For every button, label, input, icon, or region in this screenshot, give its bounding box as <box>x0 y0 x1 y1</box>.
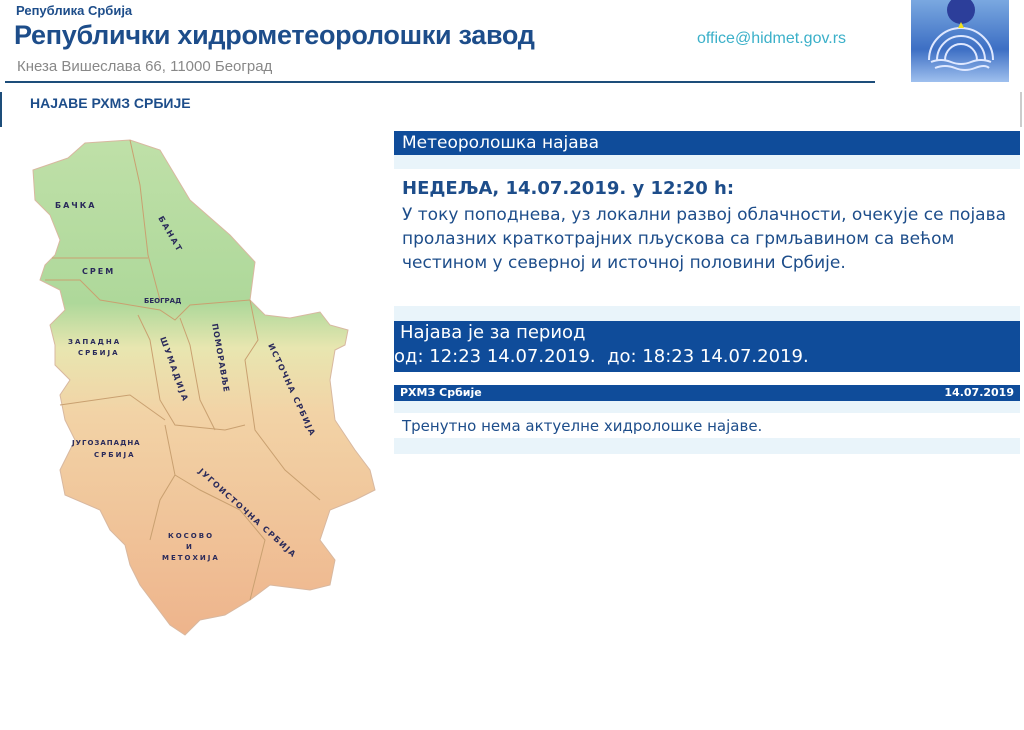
spacer <box>394 438 1020 454</box>
spacer <box>394 401 1020 413</box>
forecast-title: НЕДЕЉА, 14.07.2019. у 12:20 h: <box>402 178 735 199</box>
hydro-text: Тренутно нема актуелне хидролошке најаве… <box>402 417 763 435</box>
region-label-backa: БАЧКА <box>55 201 96 210</box>
period-label: Најава је за период <box>400 322 586 343</box>
region-label-jugozapadna-srbija: СРБИЈА <box>94 451 135 459</box>
serbia-regions-map[interactable]: БАЧКА БАНАТ СРЕМ БЕОГРАД ЗАПАДНА СРБИЈА … <box>0 0 390 650</box>
region-label-srem: СРЕМ <box>82 267 115 276</box>
section-title: НАЈАВЕ РХМЗ СРБИЈЕ <box>30 95 191 111</box>
region-label-metohija: МЕТОХИЈА <box>162 554 220 562</box>
scrollbar[interactable] <box>1020 92 1022 127</box>
region-borders <box>45 139 321 601</box>
logo[interactable] <box>911 0 1009 82</box>
serbia-outline <box>32 139 376 636</box>
spacer <box>394 306 1020 321</box>
email-link[interactable]: office@hidmet.gov.rs <box>697 30 847 47</box>
region-label-kosovo: КОСОВО <box>168 532 214 540</box>
region-label-jugozapadna: ЈУГОЗАПАДНА <box>71 439 141 447</box>
logo-icon <box>928 0 994 71</box>
republic-label: Република Србија <box>16 3 133 18</box>
spacer <box>394 155 1020 169</box>
institute-title[interactable]: Републички хидрометеоролошки завод <box>14 20 535 50</box>
left-border <box>0 92 2 127</box>
region-label-zapadna: ЗАПАДНА <box>68 338 121 346</box>
region-label-i: И <box>186 543 194 551</box>
hydro-bar: РХМЗ Србије 14.07.2019 <box>394 385 1020 401</box>
source-label: РХМЗ Србије <box>400 386 482 399</box>
period-range: од: 12:23 14.07.2019. до: 18:23 14.07.20… <box>394 346 809 367</box>
region-label-zapadna-srbija: СРБИЈА <box>78 349 119 357</box>
region-label-beograd: БЕОГРАД <box>144 297 181 305</box>
forecast-period: Најава је за период од: 12:23 14.07.2019… <box>394 321 1020 372</box>
meteo-heading: Метеоролошка најава <box>394 131 1020 155</box>
header-divider <box>5 81 875 83</box>
address: Кнеза Вишеслава 66, 11000 Београд <box>17 58 273 75</box>
date-label: 14.07.2019 <box>944 386 1014 399</box>
forecast-text: У току поподнева, уз локални развој обла… <box>402 205 1007 273</box>
